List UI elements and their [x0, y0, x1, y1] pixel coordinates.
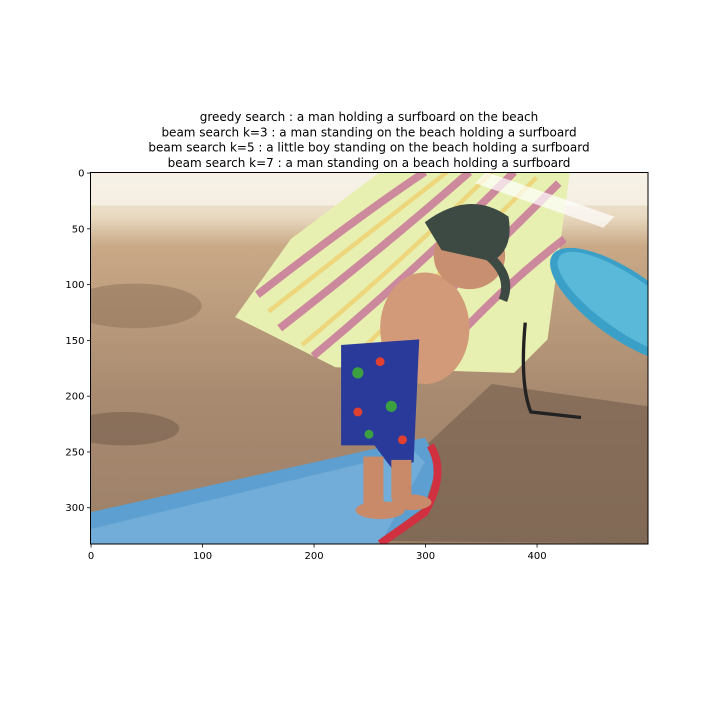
y-tick-label: 150 [65, 336, 84, 347]
y-tick-label: 50 [72, 224, 85, 235]
y-tick-label: 250 [65, 447, 84, 458]
x-tick-label: 0 [88, 551, 94, 562]
x-tick-label: 200 [305, 551, 324, 562]
y-tick-label: 300 [65, 503, 84, 514]
title-line: beam search k=7 : a man standing on a be… [168, 156, 571, 170]
title-line: beam search k=5 : a little boy standing … [148, 141, 589, 155]
y-tick-label: 200 [65, 392, 84, 403]
title-line: greedy search : a man holding a surfboar… [200, 110, 539, 124]
title-line: beam search k=3 : a man standing on the … [161, 125, 576, 139]
photo [90, 172, 648, 544]
x-tick-label: 300 [416, 551, 435, 562]
x-tick-label: 100 [193, 551, 212, 562]
y-tick-label: 0 [78, 169, 84, 180]
x-tick-label: 400 [528, 551, 547, 562]
axes-frame [90, 172, 649, 545]
y-tick-label: 100 [65, 280, 84, 291]
